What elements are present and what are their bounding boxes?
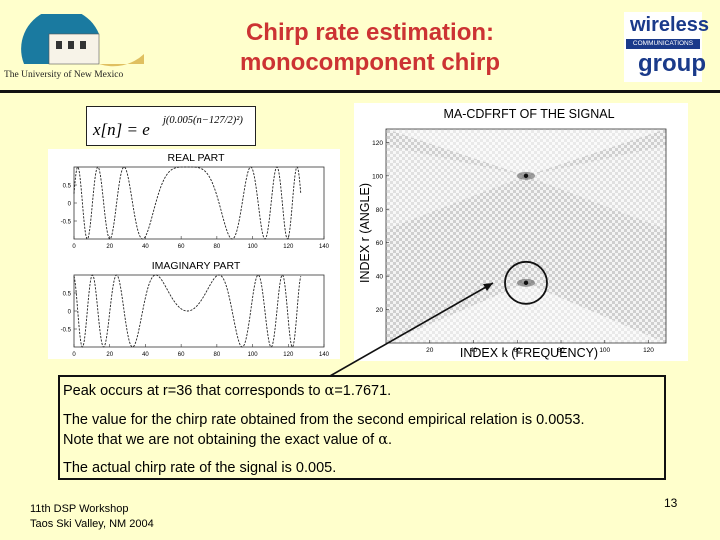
equation-box: x[n] = e j(0.005(n−127/2)²) [86, 106, 256, 146]
imag-ytick-label: -0.5 [61, 328, 72, 334]
heatmap-peak [523, 280, 529, 286]
heatmap-ytick-label: 20 [376, 307, 384, 314]
imag-xtick-label: 40 [142, 352, 149, 358]
equation-lhs: x[n] = e [92, 120, 150, 139]
unm-logo-text: The University of New Mexico [4, 70, 124, 80]
text-line-peak: Peak occurs at r=36 that corresponds to … [63, 383, 391, 399]
heatmap-ytick-label: 100 [372, 173, 383, 180]
heatmap-ytick-label: 80 [376, 207, 384, 214]
heatmap-band-left [386, 145, 526, 230]
real-xtick-label: 120 [283, 244, 294, 250]
heatmap-ytick-label: 40 [376, 274, 384, 281]
imag-xtick-label: 100 [248, 352, 259, 358]
cdfrft-plot: MA-CDFRFT OF THE SIGNAL 120 100 80 60 40 20 20… [358, 107, 667, 360]
peak-text-a: Peak occurs at r=36 that corresponds to [63, 383, 325, 399]
imag-xtick-label: 140 [319, 352, 330, 358]
signal-plot-panel: REAL PART IMAGINARY PART 0.5 0 -0.5 0 20 40 60… [48, 149, 340, 359]
cdfrft-ylabel: INDEX r (ANGLE) [358, 183, 372, 283]
heatmap-peak [523, 173, 529, 179]
note-text-b: . [387, 432, 393, 448]
heatmap-band-top [386, 129, 666, 176]
footer-line-2: Taos Ski Valley, NM 2004 [30, 518, 154, 530]
imaginary-part-title: IMAGINARY PART [152, 260, 241, 272]
heatmap-ytick-label: 60 [376, 240, 384, 247]
imag-xtick-label: 0 [72, 352, 76, 358]
highlighted-peak-circle [504, 260, 548, 305]
title-line-2: monocomponent chirp [240, 49, 500, 76]
logo-word-wireless: wireless [630, 14, 709, 36]
heatmap-xtick-label: 40 [470, 347, 478, 354]
logo-word-group: group [638, 50, 706, 77]
real-xtick-label: 60 [178, 244, 185, 250]
real-xtick-label: 80 [214, 244, 221, 250]
real-xtick-label: 0 [72, 244, 76, 250]
title-line-1: Chirp rate estimation: [245, 19, 495, 46]
imag-xtick-label: 120 [283, 352, 294, 358]
real-ytick-label: 0 [68, 202, 72, 208]
explanation-box: Peak occurs at r=36 that corresponds to … [58, 375, 666, 480]
real-xtick-label: 140 [319, 244, 330, 250]
page-number: 13 [664, 496, 678, 510]
text-line-actual: The actual chirp rate of the signal is 0… [63, 460, 337, 476]
unm-logo-graphic [21, 8, 144, 67]
real-ytick-label: 0.5 [63, 184, 72, 190]
imag-xtick-label: 80 [214, 352, 221, 358]
heatmap-xtick-label: 100 [599, 347, 610, 354]
imag-xtick-label: 20 [106, 352, 113, 358]
cdfrft-plot-panel: MA-CDFRFT OF THE SIGNAL 120 100 80 60 40 20 20… [354, 103, 688, 361]
heatmap-band-bottom [386, 282, 666, 343]
imag-ytick-label: 0 [68, 310, 72, 316]
imag-ytick-label: 0.5 [63, 292, 72, 298]
heatmap-xtick-label: 20 [426, 347, 434, 354]
imag-signal-curve [73, 274, 302, 348]
header-divider [0, 90, 720, 93]
unm-logo: The University of New Mexico [4, 8, 154, 86]
heatmap-xtick-label: 120 [643, 347, 654, 354]
cdfrft-title: MA-CDFRFT OF THE SIGNAL [443, 107, 614, 121]
logo-word-communications: COMMUNICATIONS [626, 39, 700, 49]
heatmap-xtick-label: 60 [514, 347, 522, 354]
equation-exponent: j(0.005(n−127/2)²) [161, 115, 243, 126]
footer-line-1: 11th DSP Workshop [30, 503, 129, 515]
footer: 11th DSP Workshop Taos Ski Valley, NM 20… [30, 502, 154, 532]
real-xtick-label: 100 [248, 244, 259, 250]
real-part-title: REAL PART [168, 152, 226, 164]
heatmap-band-right [526, 145, 666, 230]
cdfrft-xlabel: INDEX k (FREQUENCY) [460, 346, 598, 360]
real-xtick-label: 40 [142, 244, 149, 250]
wireless-group-logo: wireless COMMUNICATIONS group [624, 12, 709, 82]
alpha-symbol: α [324, 383, 335, 399]
slide-title: Chirp rate estimation: monocomponent chi… [190, 18, 550, 78]
text-line-empirical: The value for the chirp rate obtained fr… [63, 412, 585, 428]
peak-text-b: =1.7671. [334, 383, 392, 399]
heatmap-frame [385, 128, 667, 344]
note-text-a: Note that we are not obtaining the exact… [63, 432, 379, 448]
real-ytick-label: -0.5 [61, 220, 72, 226]
imag-xtick-label: 60 [178, 352, 185, 358]
text-line-note: Note that we are not obtaining the exact… [63, 432, 392, 448]
heatmap-xtick-label: 80 [557, 347, 565, 354]
alpha-symbol-2: α [378, 432, 388, 448]
signal-plots: REAL PART IMAGINARY PART 0.5 0 -0.5 0 20 40 60… [61, 152, 330, 358]
heatmap-ytick-label: 120 [372, 140, 383, 147]
real-xtick-label: 20 [106, 244, 113, 250]
